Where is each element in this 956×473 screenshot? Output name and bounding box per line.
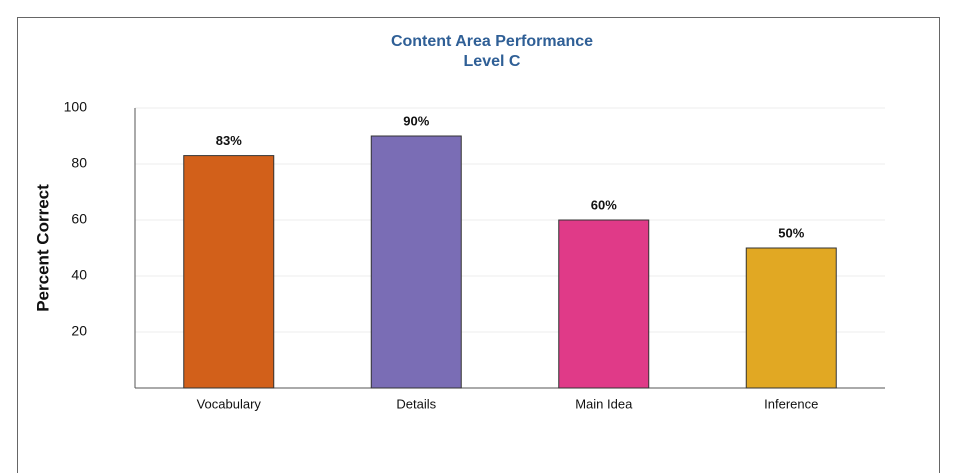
data-label: 83%: [216, 133, 242, 148]
x-tick-label: Inference: [764, 396, 818, 411]
y-tick-label: 20: [71, 323, 87, 339]
y-axis-label: Percent Correct: [33, 184, 52, 312]
bar: [558, 219, 650, 389]
y-tick-label: 60: [71, 211, 87, 227]
y-tick-label: 100: [64, 99, 88, 115]
bar: [745, 247, 837, 389]
data-label: 50%: [778, 225, 804, 240]
chart-subtitle: Level C: [464, 53, 521, 70]
y-tick-label: 80: [71, 155, 87, 171]
y-tick-label: 40: [71, 267, 87, 283]
x-tick-label: Details: [396, 396, 436, 411]
x-tick-label: Vocabulary: [197, 396, 262, 411]
bar: [183, 155, 275, 389]
data-label: 90%: [403, 113, 429, 128]
frame: [17, 17, 940, 473]
bar: [370, 135, 462, 389]
chart-title: Content Area Performance: [391, 33, 593, 50]
data-label: 60%: [591, 197, 617, 212]
x-tick-label: Main Idea: [575, 396, 633, 411]
